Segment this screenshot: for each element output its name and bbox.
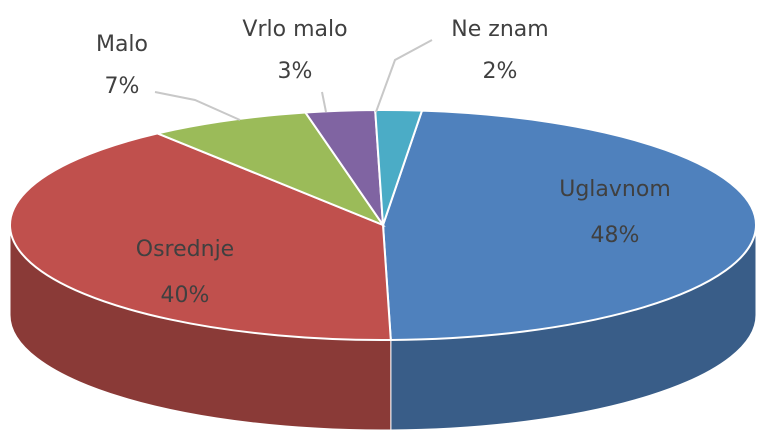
leader-line — [154, 91, 241, 121]
value-label: 3% — [278, 59, 313, 84]
value-label: 2% — [483, 59, 518, 84]
category-label: Osrednje — [136, 237, 234, 262]
labels: Uglavnom 48% Osrednje 40% Malo 7% Vrlo malo 3% N… — [96, 17, 671, 308]
category-label: Ne znam — [451, 17, 548, 42]
value-label: 7% — [105, 74, 140, 99]
leader-line — [321, 91, 327, 113]
category-label: Vrlo malo — [242, 17, 347, 42]
category-label: Uglavnom — [559, 177, 671, 202]
value-label: 48% — [591, 223, 640, 248]
pie-slice — [154, 111, 386, 228]
pie-slice — [374, 109, 424, 226]
pie-slice — [381, 109, 758, 341]
category-label: Malo — [96, 32, 148, 57]
pie-slice — [9, 132, 392, 341]
leader-line — [375, 39, 433, 113]
pie-tops — [9, 109, 758, 341]
value-label: 40% — [161, 283, 210, 308]
